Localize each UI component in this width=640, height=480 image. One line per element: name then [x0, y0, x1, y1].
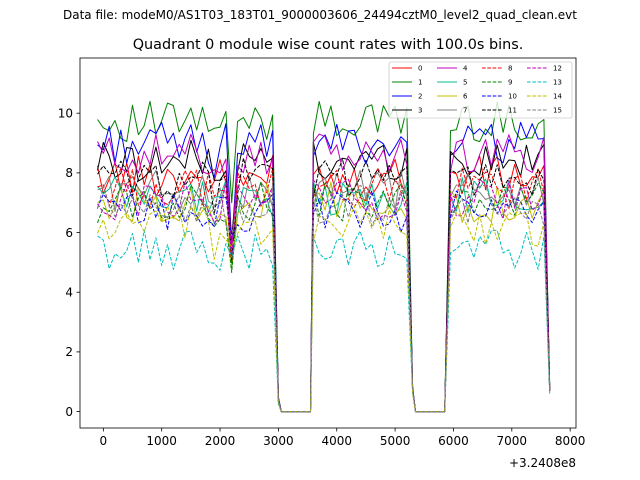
legend-label-13: 13	[553, 79, 562, 87]
series-line-6	[97, 181, 551, 413]
y-tick-label: 4	[65, 286, 73, 300]
legend-label-6: 6	[463, 93, 468, 101]
series-line-15	[97, 184, 551, 413]
series-line-13	[97, 229, 551, 413]
x-tick-label: 1000	[146, 434, 177, 448]
x-tick-label: 4000	[321, 434, 352, 448]
legend-label-2: 2	[418, 93, 422, 101]
x-tick-label: 7000	[497, 434, 528, 448]
legend-label-7: 7	[463, 107, 467, 115]
plot-frame	[79, 57, 577, 429]
x-offset-label: +3.2408e8	[509, 456, 576, 470]
y-tick-label: 6	[65, 226, 73, 240]
x-tick-label: 2000	[205, 434, 236, 448]
series-line-14	[97, 205, 551, 413]
chart-title: Quadrant 0 module wise count rates with …	[133, 37, 524, 53]
legend-box	[388, 61, 573, 119]
legend-label-15: 15	[553, 107, 562, 115]
legend-label-8: 8	[508, 65, 512, 73]
legend-label-12: 12	[553, 65, 562, 73]
legend-label-0: 0	[418, 65, 422, 73]
suptitle: Data file: modeM0/AS1T03_183T01_90000036…	[63, 8, 577, 22]
legend-label-14: 14	[553, 93, 562, 101]
legend-label-10: 10	[508, 93, 517, 101]
y-tick-label: 10	[58, 107, 73, 121]
x-tick-label: 8000	[555, 434, 586, 448]
x-tick-label: 6000	[438, 434, 469, 448]
x-tick-label: 3000	[263, 434, 294, 448]
y-tick-label: 8	[65, 166, 73, 180]
x-tick-label: 0	[100, 434, 108, 448]
legend-label-4: 4	[463, 65, 468, 73]
x-axis: 0 1000 2000 3000 4000 5000 6000 7000 8000	[100, 428, 586, 448]
series-line-8	[97, 167, 551, 413]
legend-label-5: 5	[463, 79, 467, 87]
legend-label-9: 9	[508, 79, 512, 87]
y-tick-label: 2	[65, 345, 73, 359]
series-line-12	[97, 178, 551, 413]
y-axis: 0 2 4 6 8 10	[58, 107, 80, 419]
series-line-11	[97, 157, 551, 413]
y-tick-label: 0	[65, 405, 73, 419]
legend-label-1: 1	[418, 79, 422, 87]
plot-lines	[97, 100, 551, 413]
legend-label-3: 3	[418, 107, 422, 115]
legend-label-11: 11	[508, 107, 517, 115]
x-tick-label: 5000	[380, 434, 411, 448]
series-line-2	[97, 121, 551, 413]
series-line-10	[97, 190, 551, 413]
series-line-1	[97, 100, 551, 413]
series-line-4	[97, 133, 551, 413]
